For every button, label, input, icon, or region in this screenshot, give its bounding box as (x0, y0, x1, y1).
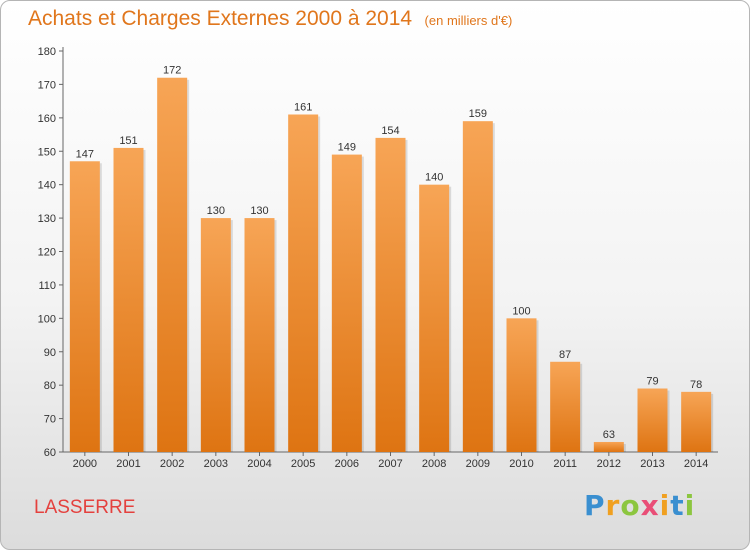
x-tick-label: 2010 (509, 458, 533, 470)
data-label: 63 (603, 429, 615, 441)
bar (375, 137, 406, 452)
y-tick-label: 130 (38, 213, 56, 225)
data-label: 161 (294, 101, 312, 113)
bar (637, 388, 668, 452)
x-tick-label: 2005 (291, 458, 315, 470)
x-tick-label: 2011 (553, 458, 577, 470)
y-tick-label: 180 (38, 46, 56, 58)
y-tick-label: 80 (44, 380, 56, 392)
brand-letter: x (640, 489, 660, 522)
data-label: 151 (119, 135, 137, 147)
x-tick-label: 2001 (116, 458, 140, 470)
bar (288, 114, 319, 452)
x-tick-label: 2008 (422, 458, 446, 470)
brand-letter: o (620, 489, 641, 522)
bar (681, 391, 712, 452)
bar (419, 184, 450, 452)
y-tick-label: 60 (44, 447, 56, 459)
data-label: 130 (207, 205, 225, 217)
chart-header: Achats et Charges Externes 2000 à 2014 (… (28, 7, 512, 31)
place-name: LASSERRE (34, 497, 136, 518)
bar (69, 161, 100, 452)
brand-letter: t (670, 489, 685, 522)
bar (462, 121, 493, 453)
y-tick-label: 90 (44, 347, 56, 359)
bar (550, 361, 581, 452)
y-tick-label: 120 (38, 247, 56, 259)
bars (69, 77, 714, 453)
y-tick-label: 140 (38, 180, 56, 192)
x-tick-label: 2007 (378, 458, 402, 470)
data-label: 140 (425, 172, 443, 184)
y-tick-label: 110 (38, 280, 56, 292)
data-label: 172 (163, 65, 181, 77)
data-labels: 147 151 172 130 130 161 149 154 140 159 100 87 63 79 7… (76, 65, 703, 441)
data-label: 130 (250, 205, 268, 217)
brand-letter: P (584, 489, 606, 522)
brand-letter: i (684, 489, 696, 522)
data-label: 78 (690, 379, 702, 391)
y-tick-label: 170 (38, 79, 56, 91)
data-label: 159 (469, 108, 487, 120)
x-tick-label: 2004 (247, 458, 271, 470)
bar (113, 147, 144, 453)
x-tick-label: 2009 (466, 458, 490, 470)
bar (157, 77, 188, 452)
data-label: 79 (646, 376, 658, 388)
x-tick-label: 2003 (204, 458, 228, 470)
data-label: 147 (76, 148, 94, 160)
brand-letter: r (605, 489, 621, 522)
y-tick-label: 100 (38, 313, 56, 325)
brand-letter: i (659, 489, 671, 522)
bar (200, 218, 231, 452)
chart-unit-label: (en milliers d'€) (424, 13, 513, 28)
y-tick-label: 150 (38, 146, 56, 158)
chart-title: Achats et Charges Externes 2000 à 2014 (28, 7, 413, 30)
bar (331, 154, 362, 452)
x-tick-label: 2006 (335, 458, 359, 470)
y-tick-label: 160 (38, 113, 56, 125)
y-tick-label: 70 (44, 414, 56, 426)
data-label: 149 (338, 142, 356, 154)
x-tick-label: 2014 (684, 458, 708, 470)
x-tick-label: 2013 (640, 458, 664, 470)
bar (244, 218, 275, 452)
x-tick-label: 2000 (73, 458, 97, 470)
bar (506, 318, 537, 452)
x-tick-label: 2012 (597, 458, 621, 470)
data-label: 100 (512, 305, 530, 317)
data-label: 87 (559, 349, 571, 361)
x-tick-label: 2002 (160, 458, 184, 470)
brand-logo: Proxiti (584, 489, 695, 522)
data-label: 154 (381, 125, 399, 137)
bar (593, 441, 624, 452)
